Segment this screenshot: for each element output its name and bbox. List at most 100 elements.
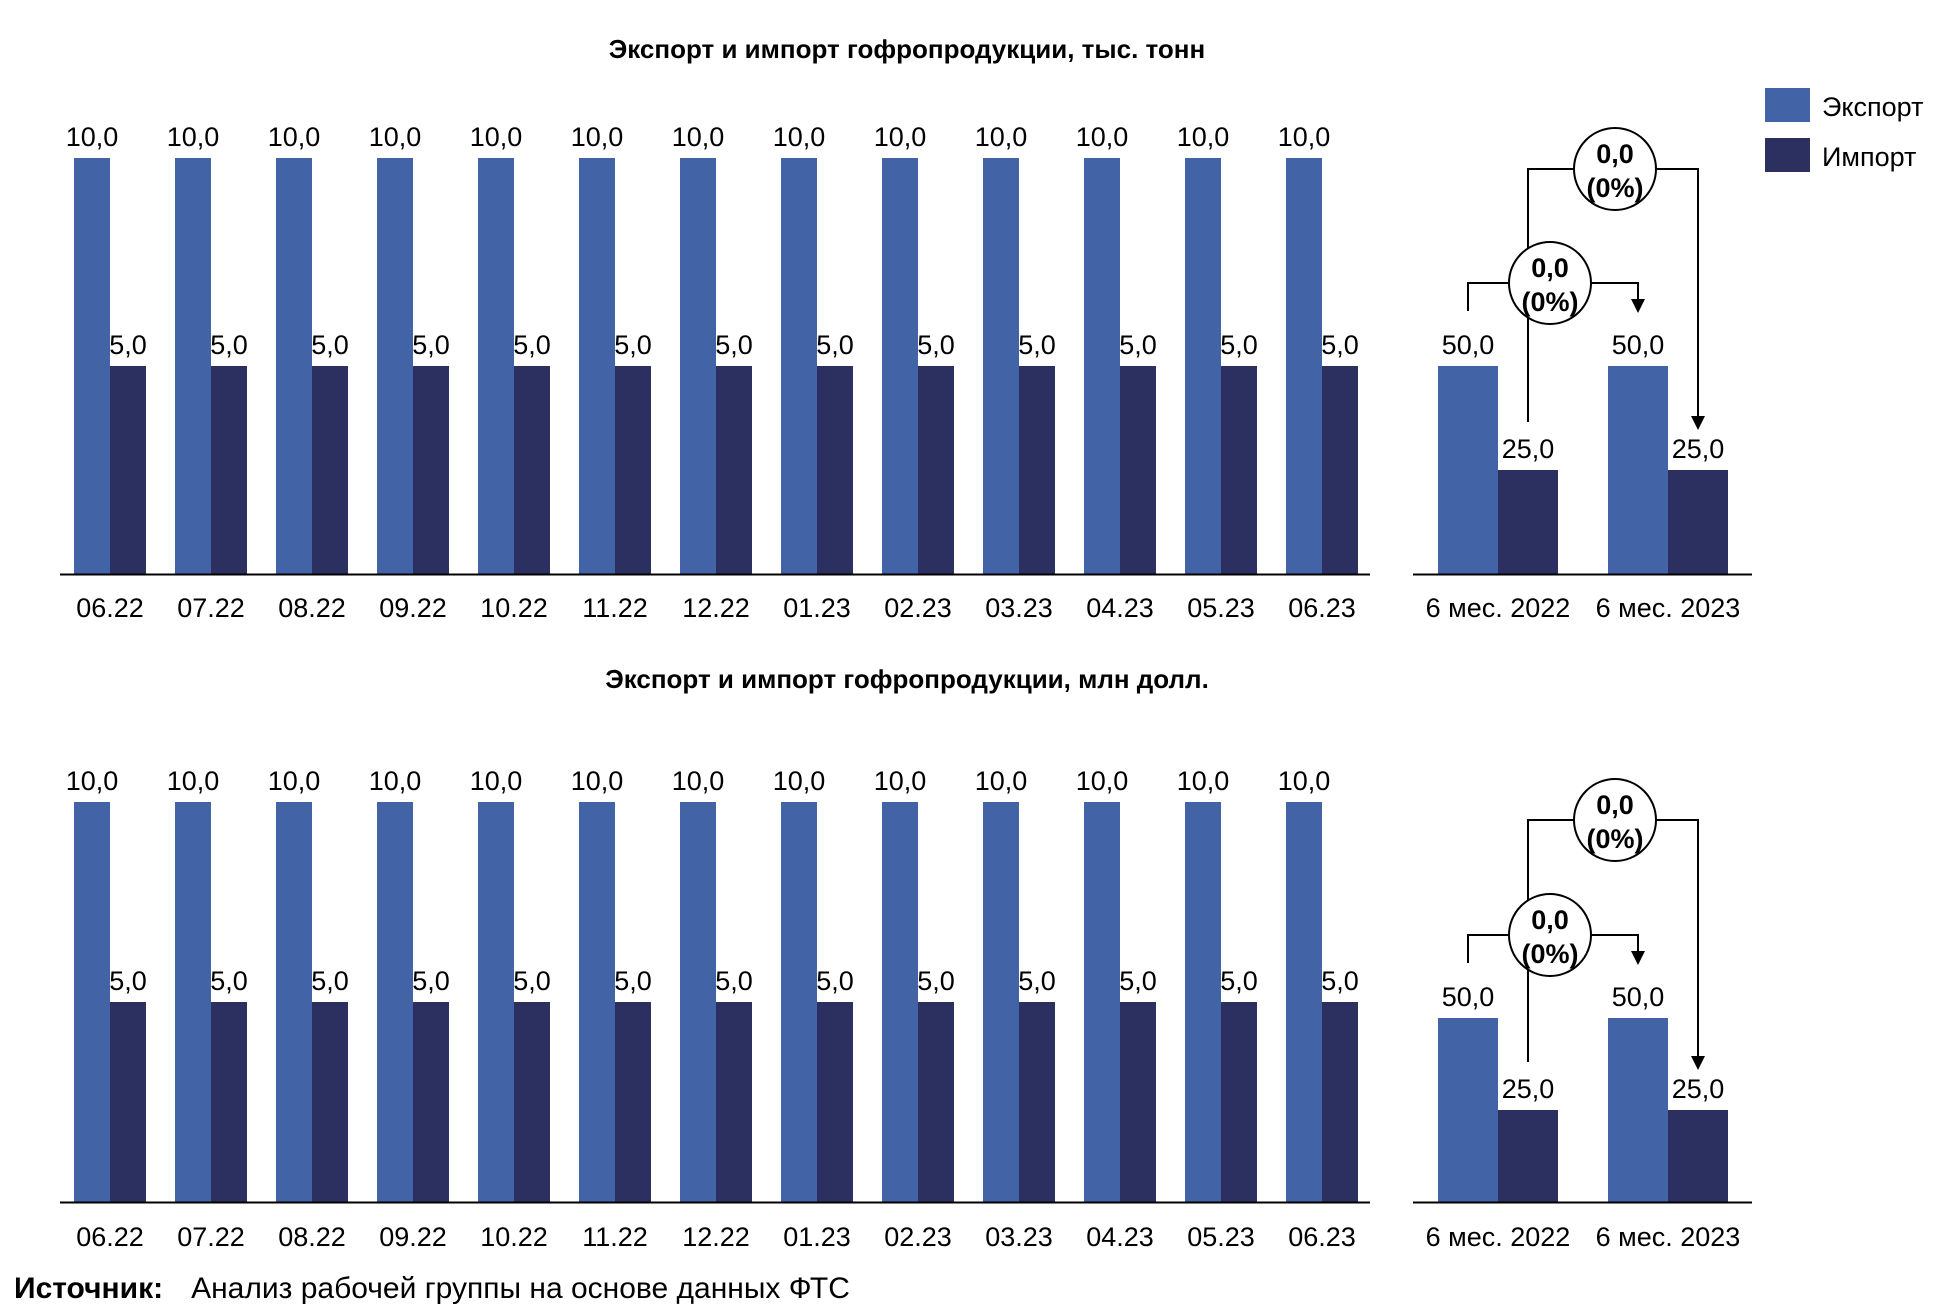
chart2-summary-tick-0: 6 мес. 2022 <box>1426 1222 1571 1252</box>
chart2-label-export-10.22: 10,0 <box>470 766 523 796</box>
chart2-bar-export-08.22 <box>276 802 312 1202</box>
legend-label-export: Экспорт <box>1822 92 1923 122</box>
chart1-label-export-12.22: 10,0 <box>672 122 725 152</box>
chart2-label-import-09.22: 5,0 <box>412 966 450 996</box>
chart1-label-import-03.23: 5,0 <box>1018 330 1056 360</box>
chart1-bar-export-06.22 <box>74 158 110 574</box>
legend-label-import: Импорт <box>1822 142 1916 172</box>
chart2-bar-import-10.22 <box>514 1002 550 1202</box>
chart2-label-export-06.23: 10,0 <box>1278 766 1331 796</box>
source-note: Источник: Анализ рабочей группы на основе… <box>14 1272 850 1306</box>
chart1-change-bubble-export <box>1508 241 1592 325</box>
chart2-label-import-04.23: 5,0 <box>1119 966 1157 996</box>
chart1-change-percent-import: (0%) <box>1586 173 1643 203</box>
chart1-label-import-05.23: 5,0 <box>1220 330 1258 360</box>
chart2-label-export-08.22: 10,0 <box>268 766 321 796</box>
chart1-label-export-06.23: 10,0 <box>1278 122 1331 152</box>
chart1-summary-label-export-0: 50,0 <box>1442 330 1495 360</box>
chart1-summary-tick-0: 6 мес. 2022 <box>1426 593 1571 623</box>
chart2-summary-bar-import-0 <box>1498 1110 1558 1202</box>
chart2-label-export-05.23: 10,0 <box>1177 766 1230 796</box>
chart1-summary-label-export-1: 50,0 <box>1612 330 1665 360</box>
chart2-label-export-07.22: 10,0 <box>167 766 220 796</box>
chart1-label-import-02.23: 5,0 <box>917 330 955 360</box>
chart1-bar-import-03.23 <box>1019 366 1055 574</box>
chart2-label-export-09.22: 10,0 <box>369 766 422 796</box>
chart2-tick-02.23: 02.23 <box>884 1222 952 1252</box>
chart1-bar-export-01.23 <box>781 158 817 574</box>
chart2-summary-bar-export-1 <box>1608 1018 1668 1202</box>
chart1-bar-export-10.22 <box>478 158 514 574</box>
chart1-label-export-11.22: 10,0 <box>571 122 624 152</box>
chart1-bar-import-04.23 <box>1120 366 1156 574</box>
chart2-change-bubble-import <box>1573 778 1657 862</box>
chart2-arrow-import <box>1691 1056 1705 1070</box>
chart1-tick-06.23: 06.23 <box>1288 593 1356 623</box>
chart2-bar-export-06.23 <box>1286 802 1322 1202</box>
chart1-summary-tick-1: 6 мес. 2023 <box>1596 593 1741 623</box>
chart2-bar-import-08.22 <box>312 1002 348 1202</box>
chart1-label-export-10.22: 10,0 <box>470 122 523 152</box>
legend-swatch-import <box>1765 138 1810 172</box>
chart1-tick-11.22: 11.22 <box>582 593 648 623</box>
chart2-label-import-11.22: 5,0 <box>614 966 652 996</box>
chart2-bar-export-07.22 <box>175 802 211 1202</box>
chart1-bar-export-09.22 <box>377 158 413 574</box>
chart2-arrow-export <box>1631 951 1645 965</box>
chart1-label-import-06.22: 5,0 <box>109 330 147 360</box>
legend-swatch-export <box>1765 88 1810 122</box>
chart2-summary-label-import-0: 25,0 <box>1502 1074 1555 1104</box>
chart2-tick-04.23: 04.23 <box>1086 1222 1154 1252</box>
chart1-bar-export-04.23 <box>1084 158 1120 574</box>
chart2-tick-01.23: 01.23 <box>783 1222 851 1252</box>
chart2-bar-import-01.23 <box>817 1002 853 1202</box>
chart1-tick-12.22: 12.22 <box>682 593 750 623</box>
chart1-label-import-10.22: 5,0 <box>513 330 551 360</box>
chart2-label-import-02.23: 5,0 <box>917 966 955 996</box>
chart1-label-export-06.22: 10,0 <box>66 122 119 152</box>
chart1-summary-bar-import-0 <box>1498 470 1558 574</box>
chart1-label-export-07.22: 10,0 <box>167 122 220 152</box>
chart2-bar-export-03.23 <box>983 802 1019 1202</box>
chart1-bar-import-08.22 <box>312 366 348 574</box>
chart1-label-import-07.22: 5,0 <box>210 330 248 360</box>
chart2-bar-import-06.23 <box>1322 1002 1358 1202</box>
chart2-tick-06.22: 06.22 <box>76 1222 144 1252</box>
chart1-label-export-08.22: 10,0 <box>268 122 321 152</box>
chart1-bar-export-07.22 <box>175 158 211 574</box>
chart2-tick-03.23: 03.23 <box>985 1222 1053 1252</box>
chart1-bar-import-01.23 <box>817 366 853 574</box>
chart1-label-export-02.23: 10,0 <box>874 122 927 152</box>
chart2-label-export-11.22: 10,0 <box>571 766 624 796</box>
chart1-label-import-12.22: 5,0 <box>715 330 753 360</box>
source-label: Источник: <box>14 1272 164 1305</box>
chart2-label-export-01.23: 10,0 <box>773 766 826 796</box>
chart2-bar-import-04.23 <box>1120 1002 1156 1202</box>
chart1-label-export-05.23: 10,0 <box>1177 122 1230 152</box>
chart1-summary-label-import-0: 25,0 <box>1502 434 1555 464</box>
chart1-label-export-09.22: 10,0 <box>369 122 422 152</box>
chart2-summary-label-export-1: 50,0 <box>1612 982 1665 1012</box>
chart1-tick-10.22: 10.22 <box>480 593 548 623</box>
chart1-summary-bar-import-1 <box>1668 470 1728 574</box>
chart1-bar-import-06.23 <box>1322 366 1358 574</box>
chart2-tick-05.23: 05.23 <box>1187 1222 1255 1252</box>
chart2-label-import-12.22: 5,0 <box>715 966 753 996</box>
chart1-label-export-04.23: 10,0 <box>1076 122 1129 152</box>
chart2-bar-export-05.23 <box>1185 802 1221 1202</box>
chart2-title: Экспорт и импорт гофропродукции, млн дол… <box>605 664 1209 694</box>
chart2-summary-label-import-1: 25,0 <box>1672 1074 1725 1104</box>
chart1-bar-export-06.23 <box>1286 158 1322 574</box>
chart2-label-import-07.22: 5,0 <box>210 966 248 996</box>
chart1-tick-05.23: 05.23 <box>1187 593 1255 623</box>
chart2-label-export-03.23: 10,0 <box>975 766 1028 796</box>
chart2-label-export-12.22: 10,0 <box>672 766 725 796</box>
chart1-title: Экспорт и импорт гофропродукции, тыс. то… <box>609 34 1205 64</box>
chart2-label-import-01.23: 5,0 <box>816 966 854 996</box>
chart2-label-export-04.23: 10,0 <box>1076 766 1129 796</box>
chart2-connector-export-left <box>1467 934 1509 963</box>
chart2-connector-import-left <box>1527 819 1574 1062</box>
chart2-bar-import-03.23 <box>1019 1002 1055 1202</box>
